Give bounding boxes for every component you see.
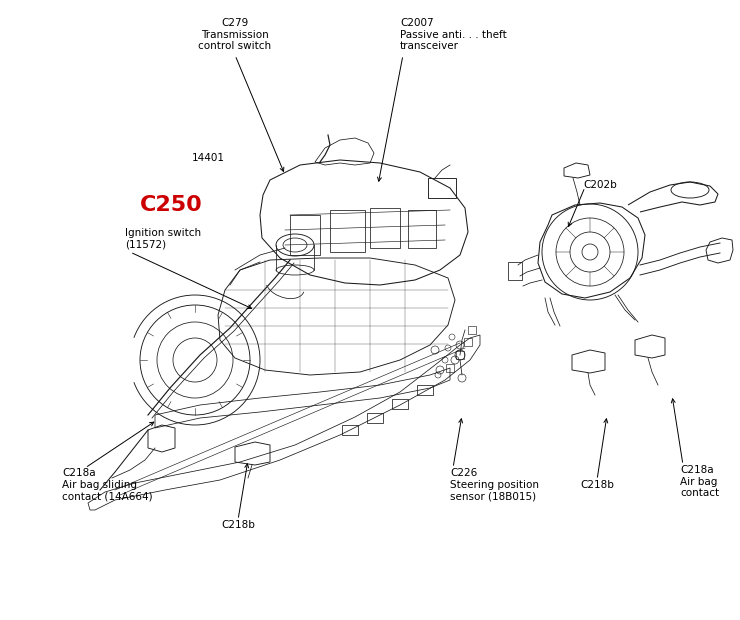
- Text: C250: C250: [140, 195, 203, 215]
- Text: 14401: 14401: [192, 153, 225, 163]
- Text: C218b: C218b: [221, 520, 255, 530]
- Text: C226
Steering position
sensor (18B015): C226 Steering position sensor (18B015): [450, 468, 539, 501]
- Text: C218a
Air bag
contact: C218a Air bag contact: [680, 465, 719, 498]
- Text: C202b: C202b: [583, 180, 616, 190]
- Text: C218a
Air bag sliding
contact (14A664): C218a Air bag sliding contact (14A664): [62, 468, 152, 501]
- Text: Ignition switch
(11572): Ignition switch (11572): [125, 228, 201, 250]
- Text: C279
Transmission
control switch: C279 Transmission control switch: [198, 18, 272, 51]
- Text: C218b: C218b: [580, 480, 614, 490]
- Text: C2007
Passive anti. . . theft
transceiver: C2007 Passive anti. . . theft transceive…: [400, 18, 507, 51]
